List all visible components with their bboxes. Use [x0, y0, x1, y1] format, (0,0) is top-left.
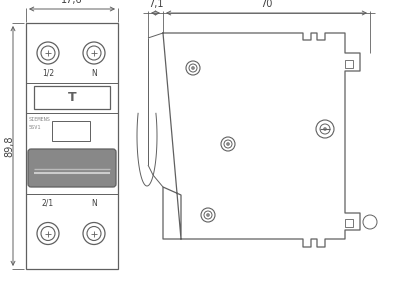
- Circle shape: [192, 67, 194, 70]
- Bar: [26, 23, 118, 269]
- Bar: [345, 219, 353, 227]
- Text: N: N: [91, 69, 97, 78]
- Text: SIEMENS: SIEMENS: [29, 117, 51, 122]
- Text: 2/1: 2/1: [42, 199, 54, 208]
- Circle shape: [226, 143, 230, 146]
- Bar: [34, 86, 110, 109]
- Text: 70: 70: [260, 0, 273, 9]
- Circle shape: [324, 127, 326, 130]
- FancyBboxPatch shape: [28, 149, 116, 187]
- Text: 17,6: 17,6: [61, 0, 83, 5]
- Bar: [52, 121, 90, 141]
- Text: 5SV1: 5SV1: [29, 125, 42, 130]
- Text: 89,8: 89,8: [4, 135, 14, 157]
- Text: 7,1: 7,1: [148, 0, 163, 9]
- Text: 1/2: 1/2: [42, 69, 54, 78]
- Bar: [345, 60, 353, 68]
- Text: N: N: [91, 199, 97, 208]
- Circle shape: [206, 214, 210, 217]
- Text: T: T: [68, 91, 76, 104]
